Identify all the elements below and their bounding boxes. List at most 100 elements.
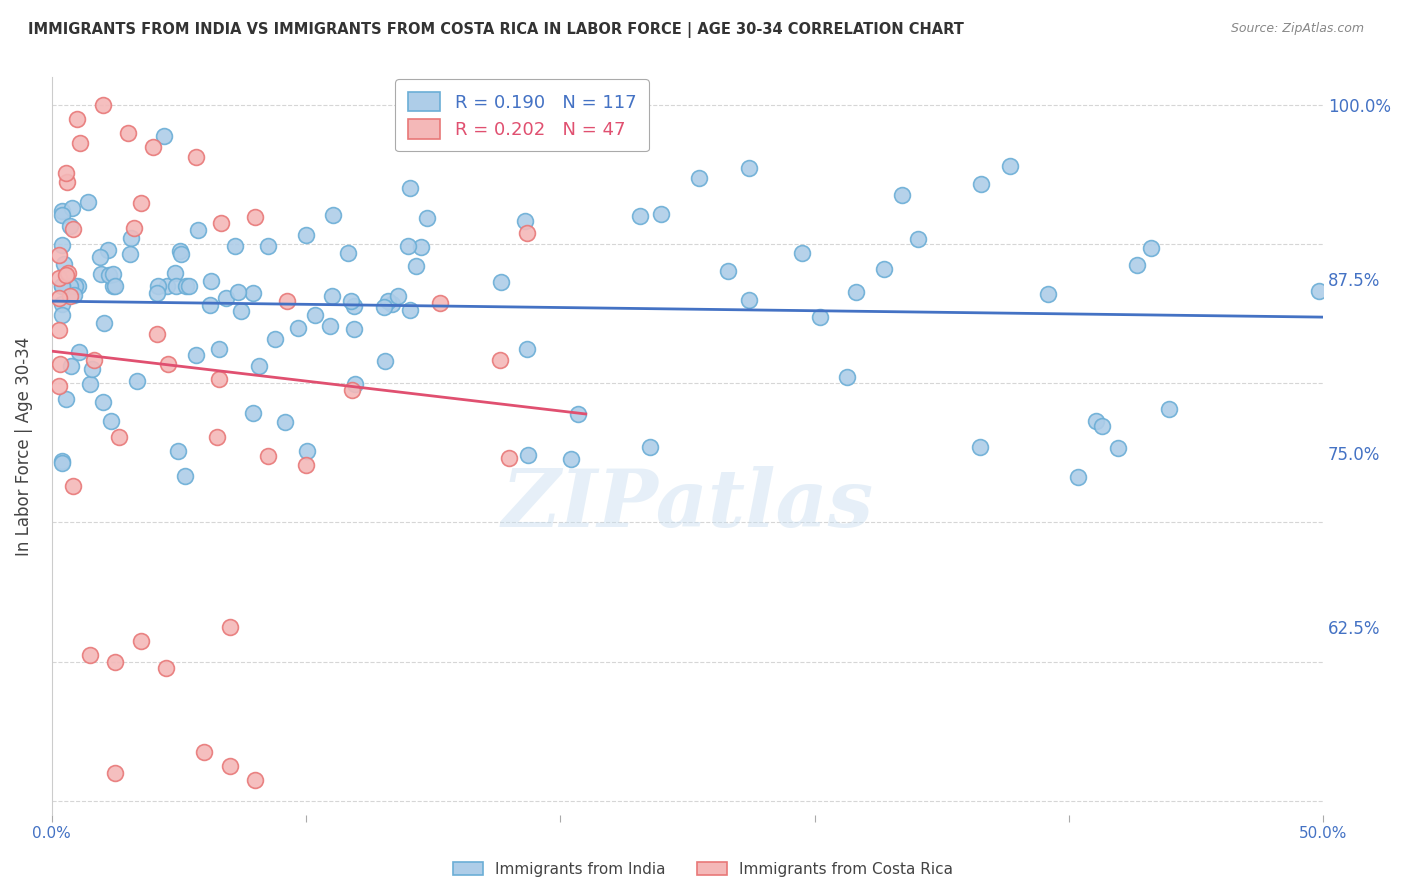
Point	[59, 279, 82, 293]
Point	[122, 220, 145, 235]
Text: Source: ZipAtlas.com: Source: ZipAtlas.com	[1230, 22, 1364, 36]
Point	[845, 285, 868, 299]
Point	[63, 279, 86, 293]
Point	[1140, 241, 1163, 255]
Point	[157, 357, 180, 371]
Point	[257, 239, 280, 253]
Point	[120, 231, 142, 245]
Point	[215, 291, 238, 305]
Point	[567, 407, 589, 421]
Point	[274, 415, 297, 429]
Point	[170, 246, 193, 260]
Point	[79, 376, 101, 391]
Point	[152, 128, 174, 143]
Point	[101, 267, 124, 281]
Point	[91, 98, 114, 112]
Point	[343, 299, 366, 313]
Point	[1084, 414, 1107, 428]
Point	[792, 246, 814, 260]
Point	[200, 298, 222, 312]
Point	[156, 279, 179, 293]
Point	[208, 372, 231, 386]
Point	[398, 303, 420, 318]
Point	[200, 274, 222, 288]
Point	[304, 308, 326, 322]
Point	[51, 203, 73, 218]
Point	[55, 268, 77, 282]
Point	[51, 238, 73, 252]
Point	[295, 443, 318, 458]
Point	[243, 210, 266, 224]
Legend: R = 0.190   N = 117, R = 0.202   N = 47: R = 0.190 N = 117, R = 0.202 N = 47	[395, 79, 650, 152]
Point	[142, 140, 165, 154]
Point	[208, 342, 231, 356]
Point	[1108, 442, 1130, 456]
Point	[103, 279, 125, 293]
Point	[97, 268, 120, 282]
Point	[186, 150, 208, 164]
Point	[55, 166, 77, 180]
Point	[411, 240, 433, 254]
Point	[1125, 258, 1147, 272]
Point	[516, 227, 538, 241]
Point	[423, 110, 446, 124]
Point	[263, 331, 285, 345]
Point	[907, 232, 929, 246]
Point	[321, 289, 343, 303]
Point	[69, 136, 91, 150]
Point	[48, 247, 70, 261]
Point	[243, 772, 266, 787]
Point	[51, 456, 73, 470]
Point	[336, 246, 359, 260]
Point	[79, 648, 101, 662]
Point	[52, 258, 75, 272]
Point	[498, 450, 520, 465]
Point	[49, 357, 72, 371]
Point	[1036, 287, 1059, 301]
Point	[174, 279, 197, 293]
Point	[163, 266, 186, 280]
Point	[228, 285, 250, 300]
Point	[145, 286, 167, 301]
Point	[118, 247, 141, 261]
Point	[179, 279, 201, 293]
Point	[339, 293, 361, 308]
Point	[104, 655, 127, 669]
Point	[82, 362, 104, 376]
Point	[1091, 419, 1114, 434]
Point	[429, 296, 451, 310]
Point	[97, 243, 120, 257]
Point	[377, 293, 399, 308]
Point	[969, 440, 991, 454]
Point	[55, 392, 77, 406]
Point	[218, 759, 240, 773]
Point	[837, 369, 859, 384]
Point	[48, 379, 70, 393]
Point	[48, 271, 70, 285]
Point	[224, 239, 246, 253]
Point	[186, 348, 208, 362]
Point	[229, 304, 252, 318]
Point	[738, 161, 761, 175]
Point	[77, 195, 100, 210]
Point	[56, 267, 79, 281]
Point	[155, 661, 177, 675]
Point	[374, 354, 396, 368]
Point	[83, 353, 105, 368]
Point	[242, 406, 264, 420]
Point	[415, 211, 437, 226]
Point	[808, 310, 831, 324]
Point	[51, 308, 73, 322]
Point	[62, 479, 84, 493]
Legend: Immigrants from India, Immigrants from Costa Rica: Immigrants from India, Immigrants from C…	[446, 854, 960, 884]
Point	[48, 291, 70, 305]
Point	[174, 468, 197, 483]
Point	[90, 267, 112, 281]
Point	[59, 359, 82, 373]
Text: IMMIGRANTS FROM INDIA VS IMMIGRANTS FROM COSTA RICA IN LABOR FORCE | AGE 30-34 C: IMMIGRANTS FROM INDIA VS IMMIGRANTS FROM…	[28, 22, 965, 38]
Point	[516, 343, 538, 357]
Point	[51, 453, 73, 467]
Point	[998, 159, 1021, 173]
Point	[91, 395, 114, 409]
Point	[104, 279, 127, 293]
